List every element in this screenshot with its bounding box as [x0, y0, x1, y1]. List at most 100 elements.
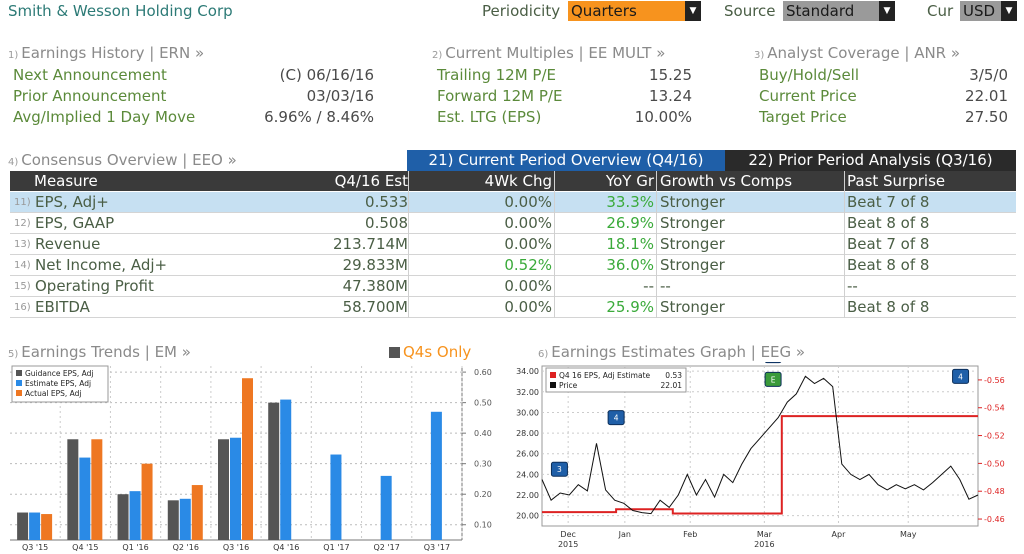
current-multiples-title[interactable]: 2) Current Multiples | EE MULT »	[432, 44, 665, 62]
analyst-coverage-value: 22.01	[965, 87, 1008, 105]
trends-title[interactable]: 5) Earnings Trends | EM »	[8, 343, 191, 361]
y-tick-label: 0.10	[474, 521, 492, 530]
q4s-only-label: Q4s Only	[403, 343, 472, 361]
y-tick-label: 0.30	[474, 460, 492, 469]
row-yoy: 25.9%	[606, 298, 654, 316]
marker-label: 4	[958, 372, 963, 381]
current-multiples-num: 2)	[432, 50, 443, 61]
currency-label: Cur	[927, 2, 954, 20]
source-label: Source	[724, 2, 776, 20]
marker-box[interactable]	[952, 368, 970, 384]
x-tick-label: Feb	[683, 530, 697, 539]
table-row[interactable]: 15) Operating Profit 47.380M 0.00% -- --…	[10, 276, 1016, 297]
earnings-history-value: (C) 06/16/16	[279, 66, 374, 84]
event-marker[interactable]: 4	[952, 368, 970, 384]
table-row[interactable]: 14) Net Income, Adj+ 29.833M 0.52% 36.0%…	[10, 255, 1016, 276]
source-dropdown[interactable]: Standard ▼	[783, 1, 895, 21]
analyst-coverage-value: 27.50	[965, 108, 1008, 126]
legend-label: Price	[559, 381, 578, 390]
event-marker[interactable]: 3	[550, 461, 568, 477]
event-marker[interactable]: GU	[764, 362, 782, 364]
chevron-down-icon[interactable]: ▼	[879, 1, 895, 21]
x-tick-label: Dec	[560, 530, 575, 539]
event-marker[interactable]: E	[764, 371, 782, 387]
marker-box[interactable]	[607, 410, 625, 426]
bar	[268, 402, 280, 540]
row-measure: Net Income, Adj+	[35, 256, 168, 274]
x-year-label: 2015	[558, 540, 578, 549]
row-num: 13)	[14, 239, 31, 250]
row-4wk-chg: 0.52%	[504, 256, 552, 274]
tab-current-period[interactable]: 21) Current Period Overview (Q4/16)	[407, 150, 725, 171]
periodicity-label: Periodicity	[482, 2, 561, 20]
price-line	[541, 375, 979, 515]
row-growth: --	[660, 277, 671, 295]
col-growth[interactable]: Growth vs Comps	[660, 172, 793, 190]
bar	[129, 491, 141, 540]
legend-value: 0.53	[665, 371, 682, 380]
marker-box[interactable]	[550, 461, 568, 477]
graph-title[interactable]: 6) Earnings Estimates Graph | EEG »	[538, 343, 805, 361]
x-tick-label: Mar	[757, 530, 773, 539]
row-4wk-chg: 0.00%	[504, 298, 552, 316]
col-surprise[interactable]: Past Surprise	[847, 172, 946, 190]
periodicity-dropdown[interactable]: Quarters ▼	[568, 1, 701, 21]
col-4wk-chg[interactable]: 4Wk Chg	[484, 172, 552, 190]
col-yoy[interactable]: YoY Gr	[605, 172, 654, 190]
x-tick-label: Q1 '16	[122, 543, 148, 552]
consensus-title[interactable]: 4) Consensus Overview | EEO »	[8, 151, 237, 169]
legend-swatch	[550, 372, 556, 378]
row-surprise: --	[847, 277, 858, 295]
company-title: Smith & Wesson Holding Corp	[8, 2, 233, 20]
tab-prior-period[interactable]: 22) Prior Period Analysis (Q3/16)	[725, 150, 1016, 171]
earnings-history-title[interactable]: 1) Earnings History | ERN »	[8, 44, 204, 62]
left-tick-label: 26.00	[516, 450, 539, 459]
table-row[interactable]: 12) EPS, GAAP 0.508 0.00% 26.9% Stronger…	[10, 213, 1016, 234]
col-measure[interactable]: Measure	[34, 172, 98, 190]
analyst-coverage-title[interactable]: 3) Analyst Coverage | ANR »	[754, 44, 960, 62]
row-yoy: 33.3%	[606, 193, 654, 211]
col-estimate[interactable]: Q4/16 Est	[334, 172, 408, 190]
row-growth: Stronger	[660, 193, 725, 211]
row-growth: Stronger	[660, 256, 725, 274]
y-tick-label: 0.60	[474, 368, 492, 377]
left-tick-label: 28.00	[516, 429, 539, 438]
bar	[117, 494, 129, 540]
right-tick-label: -0.46	[984, 515, 1005, 524]
consensus-num: 4)	[8, 157, 19, 168]
column-divider	[408, 171, 409, 318]
chevron-down-icon[interactable]: ▼	[1001, 1, 1017, 21]
table-row[interactable]: 11) EPS, Adj+ 0.533 0.00% 33.3% Stronger…	[10, 192, 1016, 213]
currency-dropdown[interactable]: USD ▼	[960, 1, 1017, 21]
legend-label: Actual EPS, Adj	[25, 389, 82, 398]
row-measure: Revenue	[35, 235, 101, 253]
marker-box[interactable]	[764, 371, 782, 387]
bar	[430, 411, 442, 540]
earnings-history-label: Prior Announcement	[13, 87, 167, 105]
table-row[interactable]: 16) EBITDA 58.700M 0.00% 25.9% Stronger …	[10, 297, 1016, 318]
chevron-down-icon[interactable]: ▼	[685, 1, 701, 21]
row-growth: Stronger	[660, 235, 725, 253]
x-tick-label: Q3 '16	[223, 543, 249, 552]
checkbox-icon[interactable]	[389, 347, 400, 358]
row-measure: EPS, Adj+	[35, 193, 109, 211]
row-num: 15)	[14, 281, 31, 292]
column-divider	[844, 171, 845, 318]
bar	[29, 512, 41, 540]
q4s-only-toggle[interactable]: Q4s Only	[389, 343, 471, 361]
chart-legend: Q4 16 EPS, Adj Estimate 0.53 Price 22.01	[545, 367, 687, 393]
earnings-history-value: 03/03/16	[306, 87, 374, 105]
table-row[interactable]: 13) Revenue 213.714M 0.00% 18.1% Stronge…	[10, 234, 1016, 255]
legend-swatch	[16, 390, 22, 396]
event-marker[interactable]: 4	[607, 410, 625, 426]
plot-area	[541, 365, 979, 527]
row-4wk-chg: 0.00%	[504, 193, 552, 211]
x-tick-label: Q2 '16	[173, 543, 199, 552]
row-estimate: 58.700M	[342, 298, 408, 316]
legend-swatch	[16, 380, 22, 386]
row-estimate: 0.508	[365, 214, 408, 232]
legend-value: 22.01	[661, 381, 683, 390]
marker-label: 3	[557, 465, 562, 474]
marker-box[interactable]	[764, 362, 782, 364]
